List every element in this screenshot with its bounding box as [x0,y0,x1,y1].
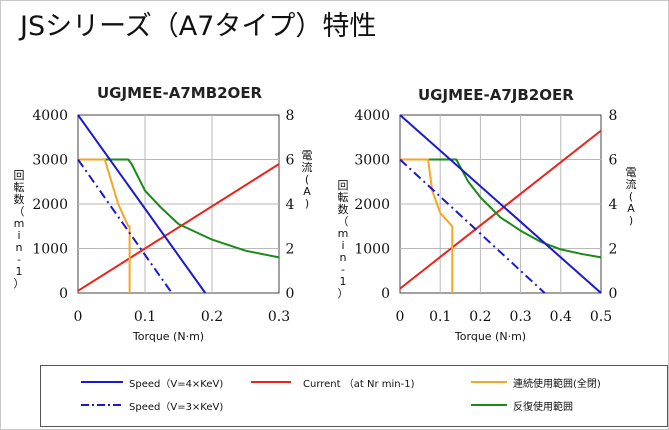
ylabel-char: 電 [301,149,313,162]
ylabel-char: 数 [337,203,349,216]
ylabel-char: 1 [339,275,347,288]
ylabel-char: 1 [15,265,23,278]
chart-2-xlabel: Torque (N·m) [454,330,526,343]
chart-1-series-repeat [78,158,280,259]
chart-1-ylabel-right: 電流(A) [300,150,314,210]
ylabel-char: 数 [13,193,25,206]
ylabel-char: i [341,239,345,252]
chart-1-ytick-right-label: 8 [286,108,295,124]
chart-2-series-continuous [400,158,454,293]
chart-2-xtick-label: 0.4 [550,309,572,325]
chart-2-ytick-right-label: 0 [609,286,618,302]
ylabel-char: 流 [625,178,637,191]
ylabel-char: ) [628,214,634,227]
chart-2-ytick-left-label: 3000 [354,153,390,169]
ylabel-char: 転 [13,181,25,194]
page-title: JSシリーズ（A7タイプ）特性 [20,11,377,42]
chart-1-series-current [77,163,280,292]
chart-2-ytick-left-label: 1000 [354,242,390,258]
chart-1-ytick-left-label: 3000 [32,153,68,169]
chart-1-ytick-left-label: 2000 [32,197,68,213]
ylabel-char: - [17,253,21,266]
chart-2-series-current [399,129,602,290]
ylabel-char: m [13,217,25,230]
chart-2-ytick-left-label: 2000 [354,197,390,213]
chart-1-ytick-right-label: 0 [286,286,295,302]
chart-2-xtick-label: 0.3 [509,309,531,325]
legend-label-speed3: Speed（V=3×KeV) [129,402,224,413]
chart-1-xtick-label: 0.3 [268,309,290,325]
ylabel-char: ( [304,173,310,186]
chart-1-series-continuous [78,158,131,293]
ylabel-char: 流 [301,161,313,174]
chart-1-ytick-right-label: 2 [286,242,295,258]
ylabel-char: m [337,227,349,240]
chart-1-series-speed3 [77,158,173,294]
legend-label-repeat: 反復使用範囲 [513,402,573,413]
chart-1-ytick-left-label: 0 [59,286,68,302]
ylabel-char: ) [304,197,310,210]
ylabel-char: ） [337,287,349,300]
ylabel-char: 回 [337,179,349,192]
chart-1-ytick-right-label: 6 [286,153,295,169]
ylabel-char: （ [337,215,349,228]
chart-2-xtick-label: 0.1 [429,309,451,325]
chart-2-ytick-left-label: 0 [381,286,390,302]
chart-2-xtick-label: 0 [396,309,405,325]
ylabel-char: 転 [337,191,349,204]
ylabel-char: - [341,263,345,276]
chart-1-ytick-left-label: 4000 [32,108,68,124]
legend: Speed（V=4×KeV) Speed（V=3×KeV) Current （a… [40,365,668,427]
chart-1-ytick-left-label: 1000 [32,242,68,258]
chart-2-series-speed4 [399,114,602,294]
ylabel-char: A [303,185,311,198]
ylabel-char: （ [13,205,25,218]
legend-label-current: Current （at Nr min-1) [303,379,415,390]
chart-2-ytick-right-label: 6 [609,153,618,169]
chart-1-series-speed4 [77,114,207,294]
legend-label-speed4: Speed（V=4×KeV) [129,379,224,390]
chart-2-ytick-left-label: 4000 [354,108,390,124]
chart-2-ylabel-left: 回転数（m i n -1） [336,180,350,300]
chart-1-xtick-label: 0.2 [201,309,223,325]
chart-1-ylabel-left: 回転数（m i n -1） [12,170,26,290]
ylabel-char: n [15,241,23,254]
ylabel-char: ） [13,277,25,290]
chart-1-title: UGJMEE-A7MB2OER [97,84,263,102]
chart-2-ytick-right-label: 8 [609,108,618,124]
ylabel-char: 電 [625,166,637,179]
chart-2-xtick-label: 0.2 [469,309,491,325]
chart-2-title: UGJMEE-A7JB2OER [418,86,574,104]
ylabel-char: 回 [13,169,25,182]
chart-1-xlabel: Torque (N·m) [132,330,204,343]
legend-label-continuous: 連続使用範囲(全閉) [513,379,601,390]
chart-1-ytick-right-label: 4 [286,197,295,213]
chart-2-series-speed3 [399,158,546,294]
chart-2-ytick-right-label: 4 [609,197,618,213]
chart-2-xtick-label: 0.5 [590,309,612,325]
ylabel-char: A [627,202,635,215]
ylabel-char: ( [628,190,634,203]
chart-1-xtick-label: 0 [74,309,83,325]
chart-2-ytick-right-label: 2 [609,242,618,258]
ylabel-char: i [17,229,21,242]
chart-2-ylabel-right: 電流(A) [624,167,638,227]
ylabel-char: n [339,251,347,264]
chart-1-xtick-label: 0.1 [134,309,156,325]
